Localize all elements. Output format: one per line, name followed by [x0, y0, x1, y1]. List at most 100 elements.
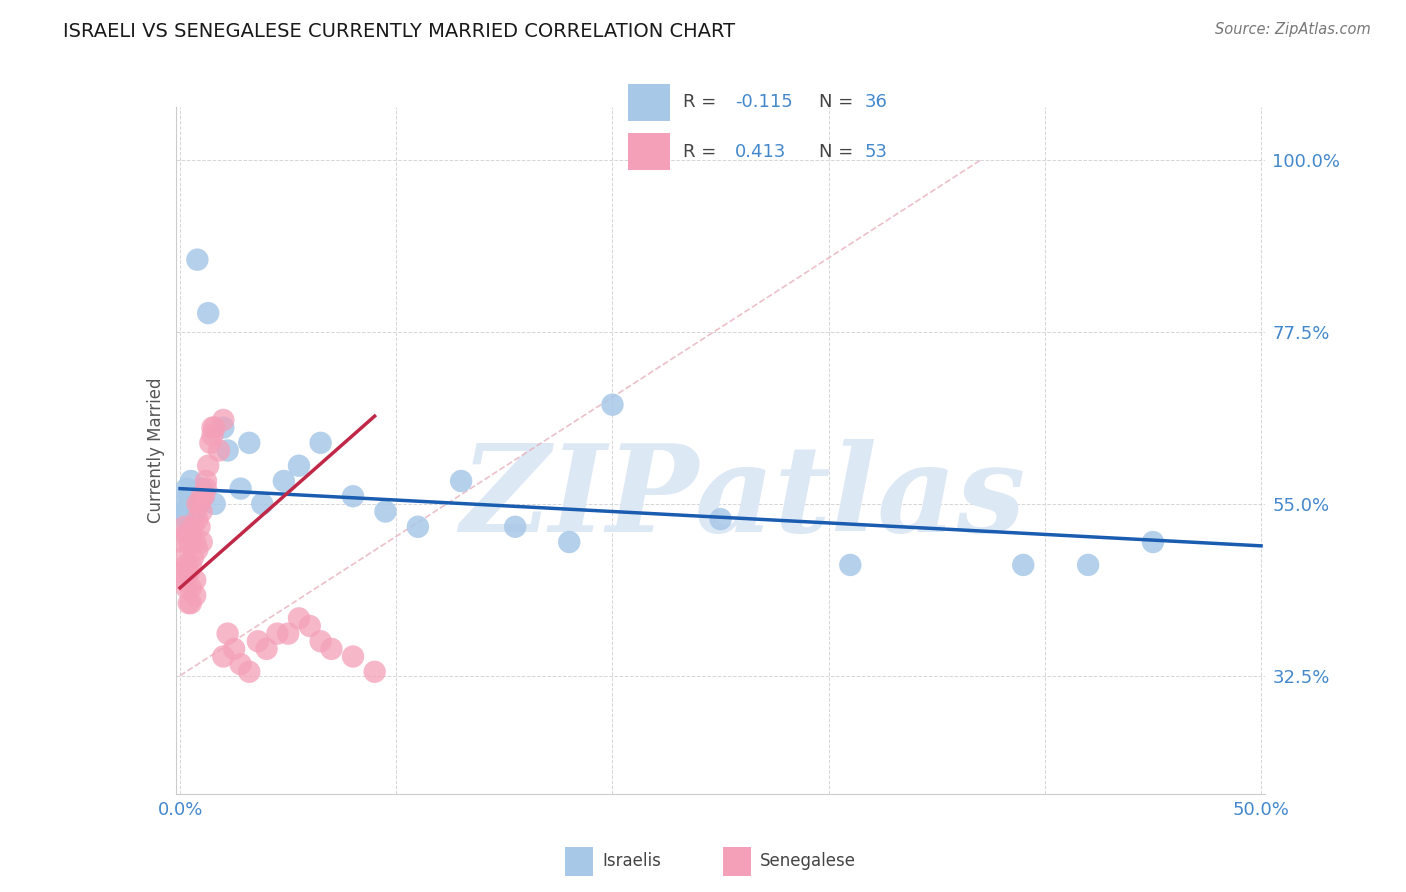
Point [204, 420, 226, 434]
Point [180, 596, 202, 610]
Text: R =: R = [683, 143, 723, 161]
Point [363, 665, 385, 679]
Point [277, 626, 299, 640]
Point [309, 634, 332, 648]
Point [177, 489, 200, 503]
Text: N =: N = [820, 143, 859, 161]
Point [217, 626, 239, 640]
Point [184, 589, 207, 603]
Point [176, 581, 198, 595]
Point [176, 558, 198, 572]
Point [190, 489, 212, 503]
Point [172, 535, 194, 549]
Point [180, 558, 202, 572]
Point [298, 619, 321, 633]
Point [246, 634, 269, 648]
Point [180, 474, 202, 488]
Point [212, 420, 235, 434]
Point [288, 611, 311, 625]
Point [186, 512, 208, 526]
Point [193, 489, 215, 503]
Point [173, 550, 195, 565]
Text: ISRAELI VS SENEGALESE CURRENTLY MARRIED CORRELATION CHART: ISRAELI VS SENEGALESE CURRENTLY MARRIED … [63, 22, 735, 41]
Point [1012, 558, 1035, 572]
Point [190, 535, 212, 549]
Point [177, 566, 200, 580]
Point [195, 474, 218, 488]
Text: -0.115: -0.115 [735, 94, 793, 112]
Point [602, 398, 624, 412]
Point [173, 504, 195, 518]
Text: Source: ZipAtlas.com: Source: ZipAtlas.com [1215, 22, 1371, 37]
Point [173, 520, 195, 534]
Point [188, 497, 211, 511]
Point [172, 497, 194, 511]
Text: N =: N = [820, 94, 859, 112]
Text: 53: 53 [865, 143, 887, 161]
Point [184, 504, 207, 518]
Point [197, 306, 219, 320]
Point [186, 497, 208, 511]
Point [188, 497, 211, 511]
Point [342, 649, 364, 664]
Point [252, 497, 274, 511]
Point [177, 520, 200, 534]
Text: 0.413: 0.413 [735, 143, 786, 161]
Point [188, 520, 211, 534]
Point [184, 535, 207, 549]
Point [172, 566, 194, 580]
Point [200, 435, 222, 450]
Point [321, 641, 343, 656]
Point [288, 458, 311, 473]
Point [180, 581, 202, 595]
Point [186, 542, 208, 557]
Point [181, 550, 204, 565]
Point [710, 512, 733, 526]
Text: Israelis: Israelis [603, 852, 661, 870]
Point [197, 458, 219, 473]
FancyBboxPatch shape [565, 847, 593, 876]
Point [186, 252, 208, 267]
Point [180, 527, 202, 541]
Point [309, 435, 332, 450]
Point [342, 489, 364, 503]
Point [184, 573, 207, 587]
Point [212, 649, 235, 664]
Point [195, 482, 218, 496]
Point [190, 482, 212, 496]
Point [173, 573, 195, 587]
Point [177, 535, 200, 549]
FancyBboxPatch shape [628, 133, 671, 170]
Text: ZIPatlas: ZIPatlas [460, 439, 1025, 558]
Point [503, 520, 526, 534]
Point [256, 641, 278, 656]
Text: Senegalese: Senegalese [761, 852, 856, 870]
Point [406, 520, 429, 534]
Point [181, 520, 204, 534]
Point [217, 443, 239, 458]
Point [224, 641, 246, 656]
Point [374, 504, 396, 518]
Point [181, 489, 204, 503]
Point [177, 596, 200, 610]
Point [180, 497, 202, 511]
Point [273, 474, 295, 488]
Point [176, 482, 198, 496]
Point [176, 527, 198, 541]
Point [229, 657, 252, 672]
Point [201, 420, 224, 434]
Point [450, 474, 472, 488]
Point [1142, 535, 1164, 549]
Point [193, 489, 215, 503]
Point [208, 443, 231, 458]
FancyBboxPatch shape [723, 847, 751, 876]
Point [266, 626, 288, 640]
Text: 36: 36 [865, 94, 887, 112]
FancyBboxPatch shape [628, 84, 671, 121]
Point [201, 428, 224, 442]
Text: R =: R = [683, 94, 723, 112]
Point [229, 482, 252, 496]
Point [212, 413, 235, 427]
Point [190, 504, 212, 518]
Point [176, 512, 198, 526]
